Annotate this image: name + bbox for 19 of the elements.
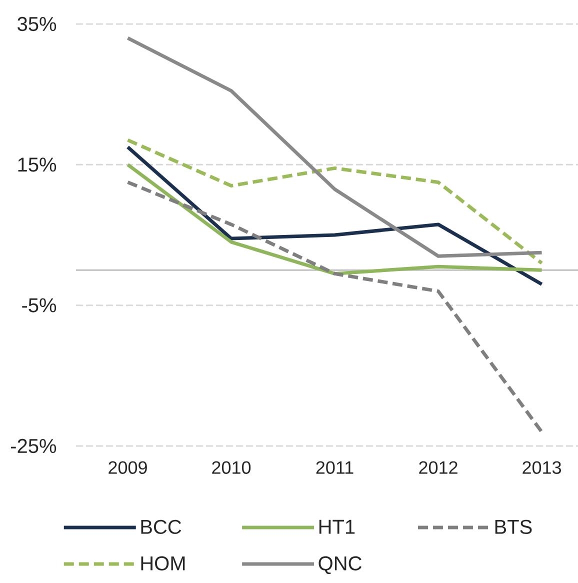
line-series: [126, 180, 544, 434]
line-series: [126, 36, 544, 258]
line-series: [126, 162, 544, 276]
legend-label: HOM: [141, 556, 185, 570]
y-tick-label: 15%: [18, 158, 56, 172]
y-tick-label: 35%: [18, 16, 56, 32]
line-series: [126, 145, 544, 286]
x-tick-label: 2013: [522, 461, 562, 474]
x-tick-label: 2011: [316, 461, 354, 474]
legend-label: QNC: [318, 556, 362, 574]
x-tick-label: 2010: [212, 461, 251, 474]
x-tick-label: 2012: [419, 461, 458, 474]
y-tick-label: -5%: [22, 298, 56, 312]
legend-label: BTS: [495, 520, 532, 534]
x-tick-label: 2009: [108, 461, 147, 474]
line-series: [126, 138, 544, 265]
y-tick-label: -25%: [11, 438, 56, 454]
legend-label: HT1: [319, 520, 355, 534]
legend-label: BCC: [141, 520, 182, 534]
